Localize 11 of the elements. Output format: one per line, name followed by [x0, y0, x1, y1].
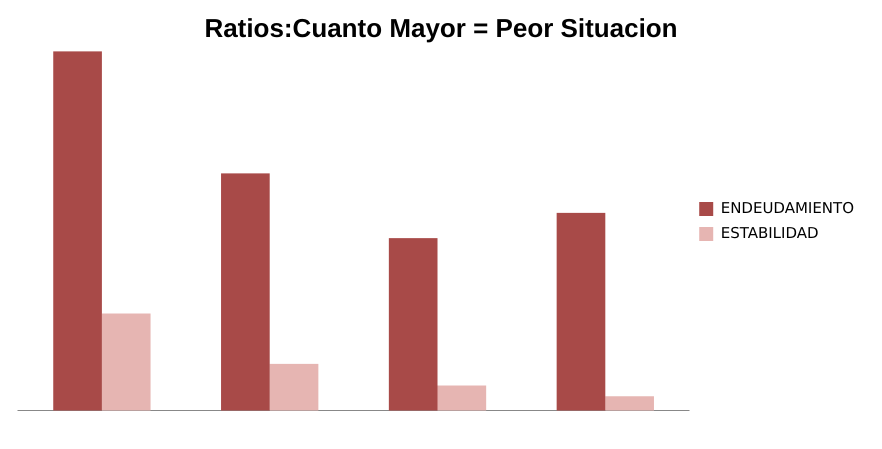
bar — [605, 396, 654, 411]
bar — [556, 212, 606, 411]
bar — [53, 51, 102, 411]
bar — [270, 364, 318, 411]
chart-title: Ratios:Cuanto Mayor = Peor Situacion — [204, 12, 678, 43]
legend-label: ENDEUDAMIENTO — [720, 198, 854, 217]
bar — [388, 238, 438, 411]
bar — [221, 173, 270, 411]
bar — [102, 314, 151, 411]
bar — [438, 385, 486, 411]
legend-label: ESTABILIDAD — [720, 224, 819, 242]
